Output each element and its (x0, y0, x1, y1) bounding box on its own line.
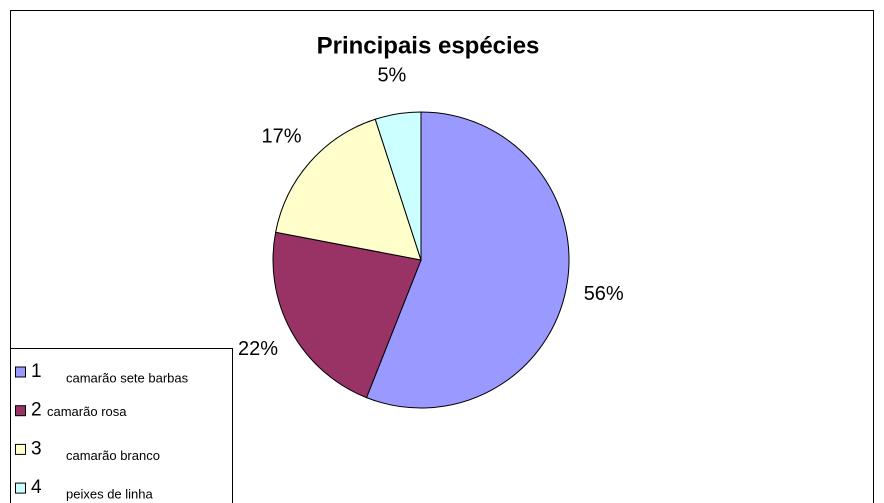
legend-swatch (15, 405, 26, 417)
legend-description: peixes de linha (66, 487, 153, 502)
legend-description: camarão rosa (47, 404, 127, 419)
pie-slice (374, 111, 422, 261)
data-label: 56% (584, 283, 624, 305)
legend-description: camarão branco (66, 448, 160, 463)
legend-label: 1 (31, 361, 42, 382)
legend-label: 2 (31, 400, 42, 421)
legend-description: camarão sete barbas (66, 370, 189, 385)
pie-slice (365, 111, 570, 409)
chart-title: Principais espécies (317, 32, 540, 59)
legend-label: 3 (31, 438, 42, 459)
legend-box (10, 348, 233, 503)
pie-slice (275, 118, 422, 261)
legend-label: 4 (31, 477, 42, 498)
legend-swatch (15, 443, 26, 455)
data-label: 5% (377, 65, 406, 87)
data-label: 22% (238, 338, 278, 360)
pie-slice (272, 231, 422, 399)
legend-swatch (15, 366, 26, 378)
legend-swatch (15, 482, 26, 494)
data-label: 17% (261, 125, 301, 147)
